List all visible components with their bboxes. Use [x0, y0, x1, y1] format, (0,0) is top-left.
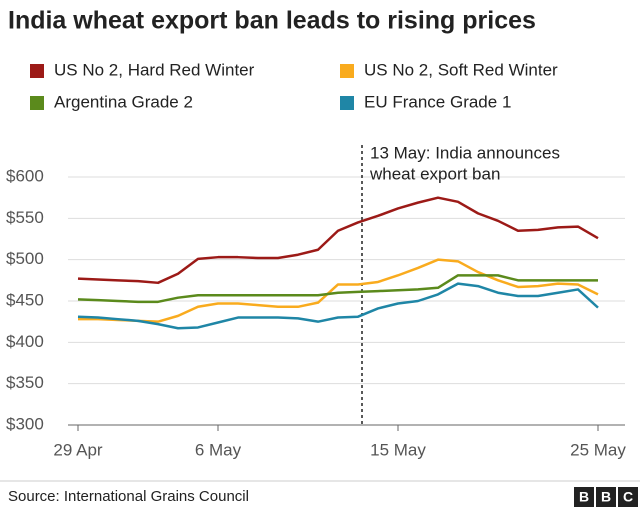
- y-tick-label: $400: [6, 332, 44, 351]
- series-line: [77, 274, 598, 304]
- legend-swatch: [30, 64, 44, 78]
- series-line: [78, 258, 599, 323]
- logo-box: [618, 487, 638, 507]
- y-tick-label: $600: [6, 166, 44, 185]
- y-tick-label: $350: [6, 373, 44, 392]
- legend-label: EU France Grade 1: [364, 92, 511, 111]
- annotation: 13 May: India announces: [370, 143, 560, 162]
- x-tick-label: 15 May: [370, 440, 426, 459]
- x-tick-label: 25 May: [570, 440, 626, 459]
- legend-swatch: [340, 96, 354, 110]
- legend-label: US No 2, Soft Red Winter: [364, 60, 558, 79]
- logo-letter: C: [623, 489, 633, 505]
- logo-letter: B: [579, 489, 589, 505]
- series-line: [77, 282, 599, 330]
- x-tick-label: 29 Apr: [53, 440, 102, 459]
- y-tick-label: $300: [6, 414, 44, 433]
- y-tick-label: $450: [6, 290, 44, 309]
- annotation: wheat export ban: [369, 164, 500, 183]
- logo-box: [596, 487, 616, 507]
- x-tick-label: 6 May: [195, 440, 242, 459]
- legend-swatch: [30, 96, 44, 110]
- logo-letter: B: [601, 489, 611, 505]
- legend-label: US No 2, Hard Red Winter: [54, 60, 255, 79]
- chart-title: India wheat export ban leads to rising p…: [8, 7, 536, 35]
- legend-swatch: [340, 64, 354, 78]
- y-tick-label: $550: [6, 208, 44, 227]
- logo-box: [574, 487, 594, 507]
- y-tick-label: $500: [6, 249, 44, 268]
- legend-label: Argentina Grade 2: [54, 92, 193, 111]
- source: Source: International Grains Council: [8, 488, 249, 505]
- series-line: [77, 196, 599, 285]
